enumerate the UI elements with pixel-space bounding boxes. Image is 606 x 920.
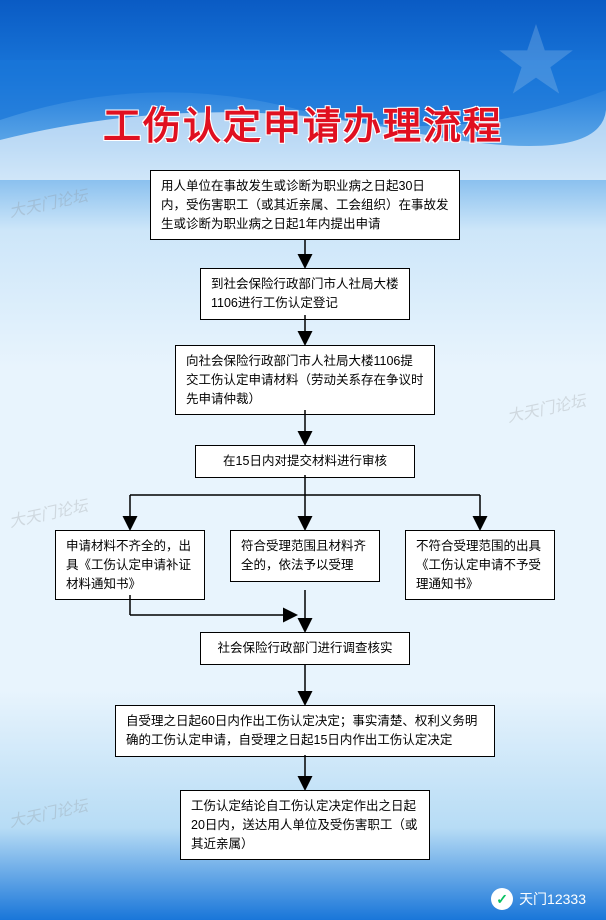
- node-text: 申请材料不齐全的，出具《工伤认定申请补证材料通知书》: [66, 539, 191, 591]
- node-start: 用人单位在事故发生或诊断为职业病之日起30日内，受伤害职工（或其近亲属、工会组织…: [150, 170, 460, 240]
- page-title: 工伤认定申请办理流程: [0, 95, 606, 150]
- node-text: 不符合受理范围的出具《工伤认定申请不予受理通知书》: [416, 539, 541, 591]
- node-text: 到社会保险行政部门市人社局大楼1106进行工伤认定登记: [211, 277, 399, 310]
- flowchart: 用人单位在事故发生或诊断为职业病之日起30日内，受伤害职工（或其近亲属、工会组织…: [0, 170, 606, 870]
- node-text: 自受理之日起60日内作出工伤认定决定；事实清楚、权利义务明确的工伤认定申请，自受…: [126, 714, 477, 747]
- node-deliver: 工伤认定结论自工伤认定决定作出之日起20日内，送达用人单位及受伤害职工（或其近亲…: [180, 790, 430, 860]
- node-submit: 向社会保险行政部门市人社局大楼1106提交工伤认定申请材料（劳动关系存在争议时先…: [175, 345, 435, 415]
- footer-text: 天门12333: [519, 889, 586, 909]
- node-investigate: 社会保险行政部门进行调查核实: [200, 632, 410, 665]
- node-text: 工伤认定结论自工伤认定决定作出之日起20日内，送达用人单位及受伤害职工（或其近亲…: [191, 799, 417, 851]
- node-reject: 不符合受理范围的出具《工伤认定申请不予受理通知书》: [405, 530, 555, 600]
- node-incomplete: 申请材料不齐全的，出具《工伤认定申请补证材料通知书》: [55, 530, 205, 600]
- node-review: 在15日内对提交材料进行审核: [195, 445, 415, 478]
- node-text: 向社会保险行政部门市人社局大楼1106提交工伤认定申请材料（劳动关系存在争议时先…: [186, 354, 424, 406]
- wechat-icon: ✓: [491, 888, 513, 910]
- node-text: 社会保险行政部门进行调查核实: [217, 641, 392, 655]
- node-text: 符合受理范围且材料齐全的，依法予以受理: [241, 539, 366, 572]
- node-register: 到社会保险行政部门市人社局大楼1106进行工伤认定登记: [200, 268, 410, 320]
- footer-brand: ✓ 天门12333: [491, 888, 586, 910]
- node-text: 用人单位在事故发生或诊断为职业病之日起30日内，受伤害职工（或其近亲属、工会组织…: [161, 179, 449, 231]
- node-accept: 符合受理范围且材料齐全的，依法予以受理: [230, 530, 380, 582]
- node-decision: 自受理之日起60日内作出工伤认定决定；事实清楚、权利义务明确的工伤认定申请，自受…: [115, 705, 495, 757]
- node-text: 在15日内对提交材料进行审核: [223, 454, 387, 468]
